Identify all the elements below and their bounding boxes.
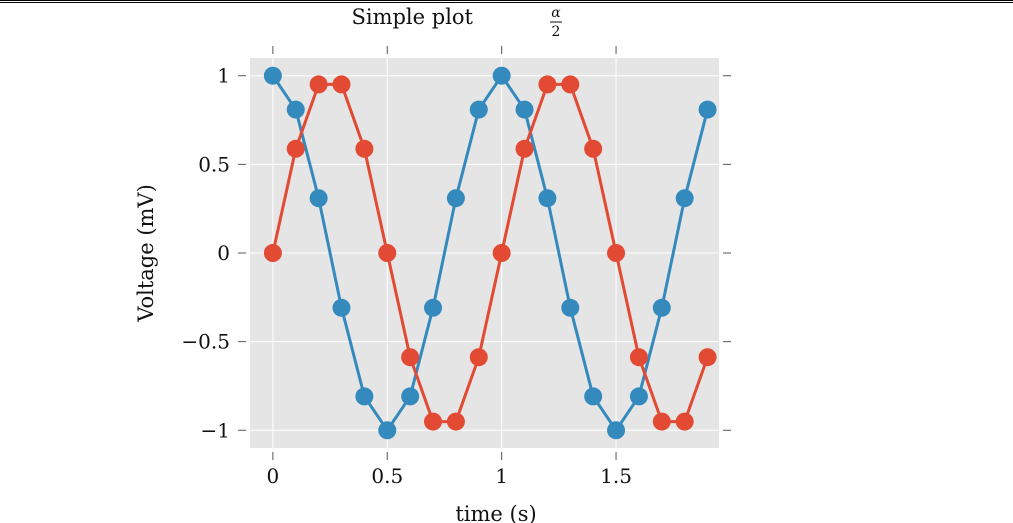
series-1-point bbox=[492, 66, 511, 85]
series-2-point bbox=[309, 75, 328, 94]
series-2-point bbox=[355, 139, 374, 158]
series-2-point bbox=[561, 75, 580, 94]
y-tick-label: 0.5 bbox=[198, 152, 230, 176]
y-tick-label: 1 bbox=[217, 64, 230, 88]
x-axis-label: time (s) bbox=[455, 502, 536, 523]
page-top-border bbox=[0, 0, 1013, 3]
series-1-point bbox=[698, 100, 717, 119]
series-1-point bbox=[652, 298, 671, 317]
series-1-point bbox=[332, 298, 351, 317]
series-1-point bbox=[469, 100, 488, 119]
series-1-point bbox=[378, 421, 397, 440]
series-1-point bbox=[515, 100, 534, 119]
series-2-point bbox=[607, 244, 626, 262]
series-2-point bbox=[469, 348, 488, 367]
series-2-point bbox=[286, 139, 305, 158]
x-tick-label: 1.5 bbox=[600, 464, 632, 488]
series-1-point bbox=[286, 100, 305, 119]
data-series bbox=[263, 66, 717, 440]
title-denominator: 2 bbox=[552, 24, 561, 40]
series-1-point bbox=[538, 189, 557, 208]
axis-labels: 0 0.5 1 1.5 −1 −0.5 0 0.5 1 bbox=[181, 64, 632, 488]
axis-ticks bbox=[238, 46, 731, 460]
series-2-point bbox=[584, 139, 603, 158]
series-2-point bbox=[332, 75, 351, 94]
x-tick-label: 0.5 bbox=[371, 464, 403, 488]
series-2-point bbox=[652, 412, 671, 431]
series-1-point bbox=[446, 189, 465, 208]
series-2-point bbox=[515, 139, 534, 158]
y-tick-label: 0 bbox=[217, 241, 230, 265]
series-2-point bbox=[424, 412, 443, 431]
series-2-point bbox=[492, 244, 511, 262]
series-1-point bbox=[424, 298, 443, 317]
series-2-point bbox=[698, 348, 717, 367]
y-tick-label: −0.5 bbox=[181, 330, 230, 354]
series-1-point bbox=[629, 387, 648, 406]
series-1-point bbox=[675, 189, 694, 208]
series-1-point bbox=[355, 387, 374, 406]
series-1-point bbox=[561, 298, 580, 317]
series-2-point bbox=[446, 412, 465, 431]
series-2-point bbox=[401, 348, 420, 367]
series-1-point bbox=[263, 66, 282, 85]
series-2-point bbox=[629, 348, 648, 367]
series-1-point bbox=[584, 387, 603, 406]
y-tick-label: −1 bbox=[201, 418, 230, 442]
series-2-point bbox=[675, 412, 694, 431]
series-1-point bbox=[401, 387, 420, 406]
series-1-point bbox=[309, 189, 328, 208]
series-2-line bbox=[271, 82, 709, 424]
series-1-point bbox=[607, 421, 626, 440]
x-tick-label: 1 bbox=[495, 464, 508, 488]
x-tick-label: 0 bbox=[267, 464, 280, 488]
title-alpha: α bbox=[551, 5, 561, 21]
series-2-point bbox=[263, 244, 282, 262]
series-2-point bbox=[538, 75, 557, 94]
y-axis-label: Voltage (mV) bbox=[134, 184, 158, 323]
chart-title: Simple plot bbox=[351, 5, 473, 29]
series-2-point bbox=[378, 244, 397, 262]
